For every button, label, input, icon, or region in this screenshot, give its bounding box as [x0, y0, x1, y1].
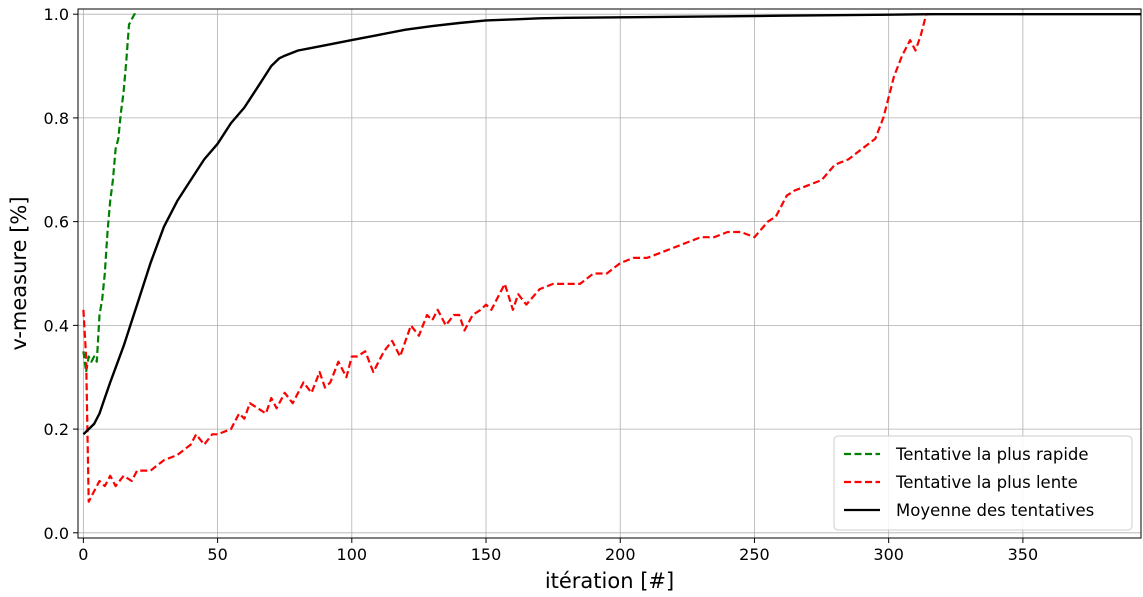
x-tick-label: 250 — [739, 545, 770, 564]
x-tick-label: 150 — [471, 545, 502, 564]
legend-label: Moyenne des tentatives — [896, 501, 1094, 520]
series-layer — [82, 12, 1141, 503]
y-axis-label: v-measure [%] — [7, 196, 31, 350]
legend-box — [833, 435, 1133, 531]
y-axis: 0.0 0.2 0.4 0.6 0.8 1.0 — [44, 5, 78, 543]
y-tick-label: 0.0 — [44, 524, 69, 543]
x-tick-label: 350 — [1008, 545, 1039, 564]
legend-label: Tentative la plus lente — [895, 473, 1078, 492]
plot-frame — [77, 8, 1142, 539]
y-tick-label: 0.4 — [44, 316, 69, 335]
y-tick-label: 1.0 — [44, 5, 69, 24]
y-tick-label: 0.2 — [44, 420, 69, 439]
x-tick-label: 0 — [78, 545, 88, 564]
y-tick-label: 0.8 — [44, 109, 69, 128]
legend-label: Tentative la plus rapide — [895, 445, 1089, 464]
legend: Tentative la plus rapide Tentative la plu… — [833, 435, 1133, 531]
series-line-3 — [82, 12, 1141, 436]
x-axis: 0 50 100 150 200 250 300 350 — [78, 538, 1038, 564]
x-tick-label: 300 — [873, 545, 904, 564]
series-line-2 — [82, 13, 932, 503]
x-tick-label: 50 — [207, 545, 227, 564]
series-line-1 — [82, 13, 138, 374]
x-axis-label: itération [#] — [545, 569, 674, 593]
x-tick-label: 100 — [337, 545, 368, 564]
x-tick-label: 200 — [605, 545, 636, 564]
y-tick-label: 0.6 — [44, 213, 69, 232]
